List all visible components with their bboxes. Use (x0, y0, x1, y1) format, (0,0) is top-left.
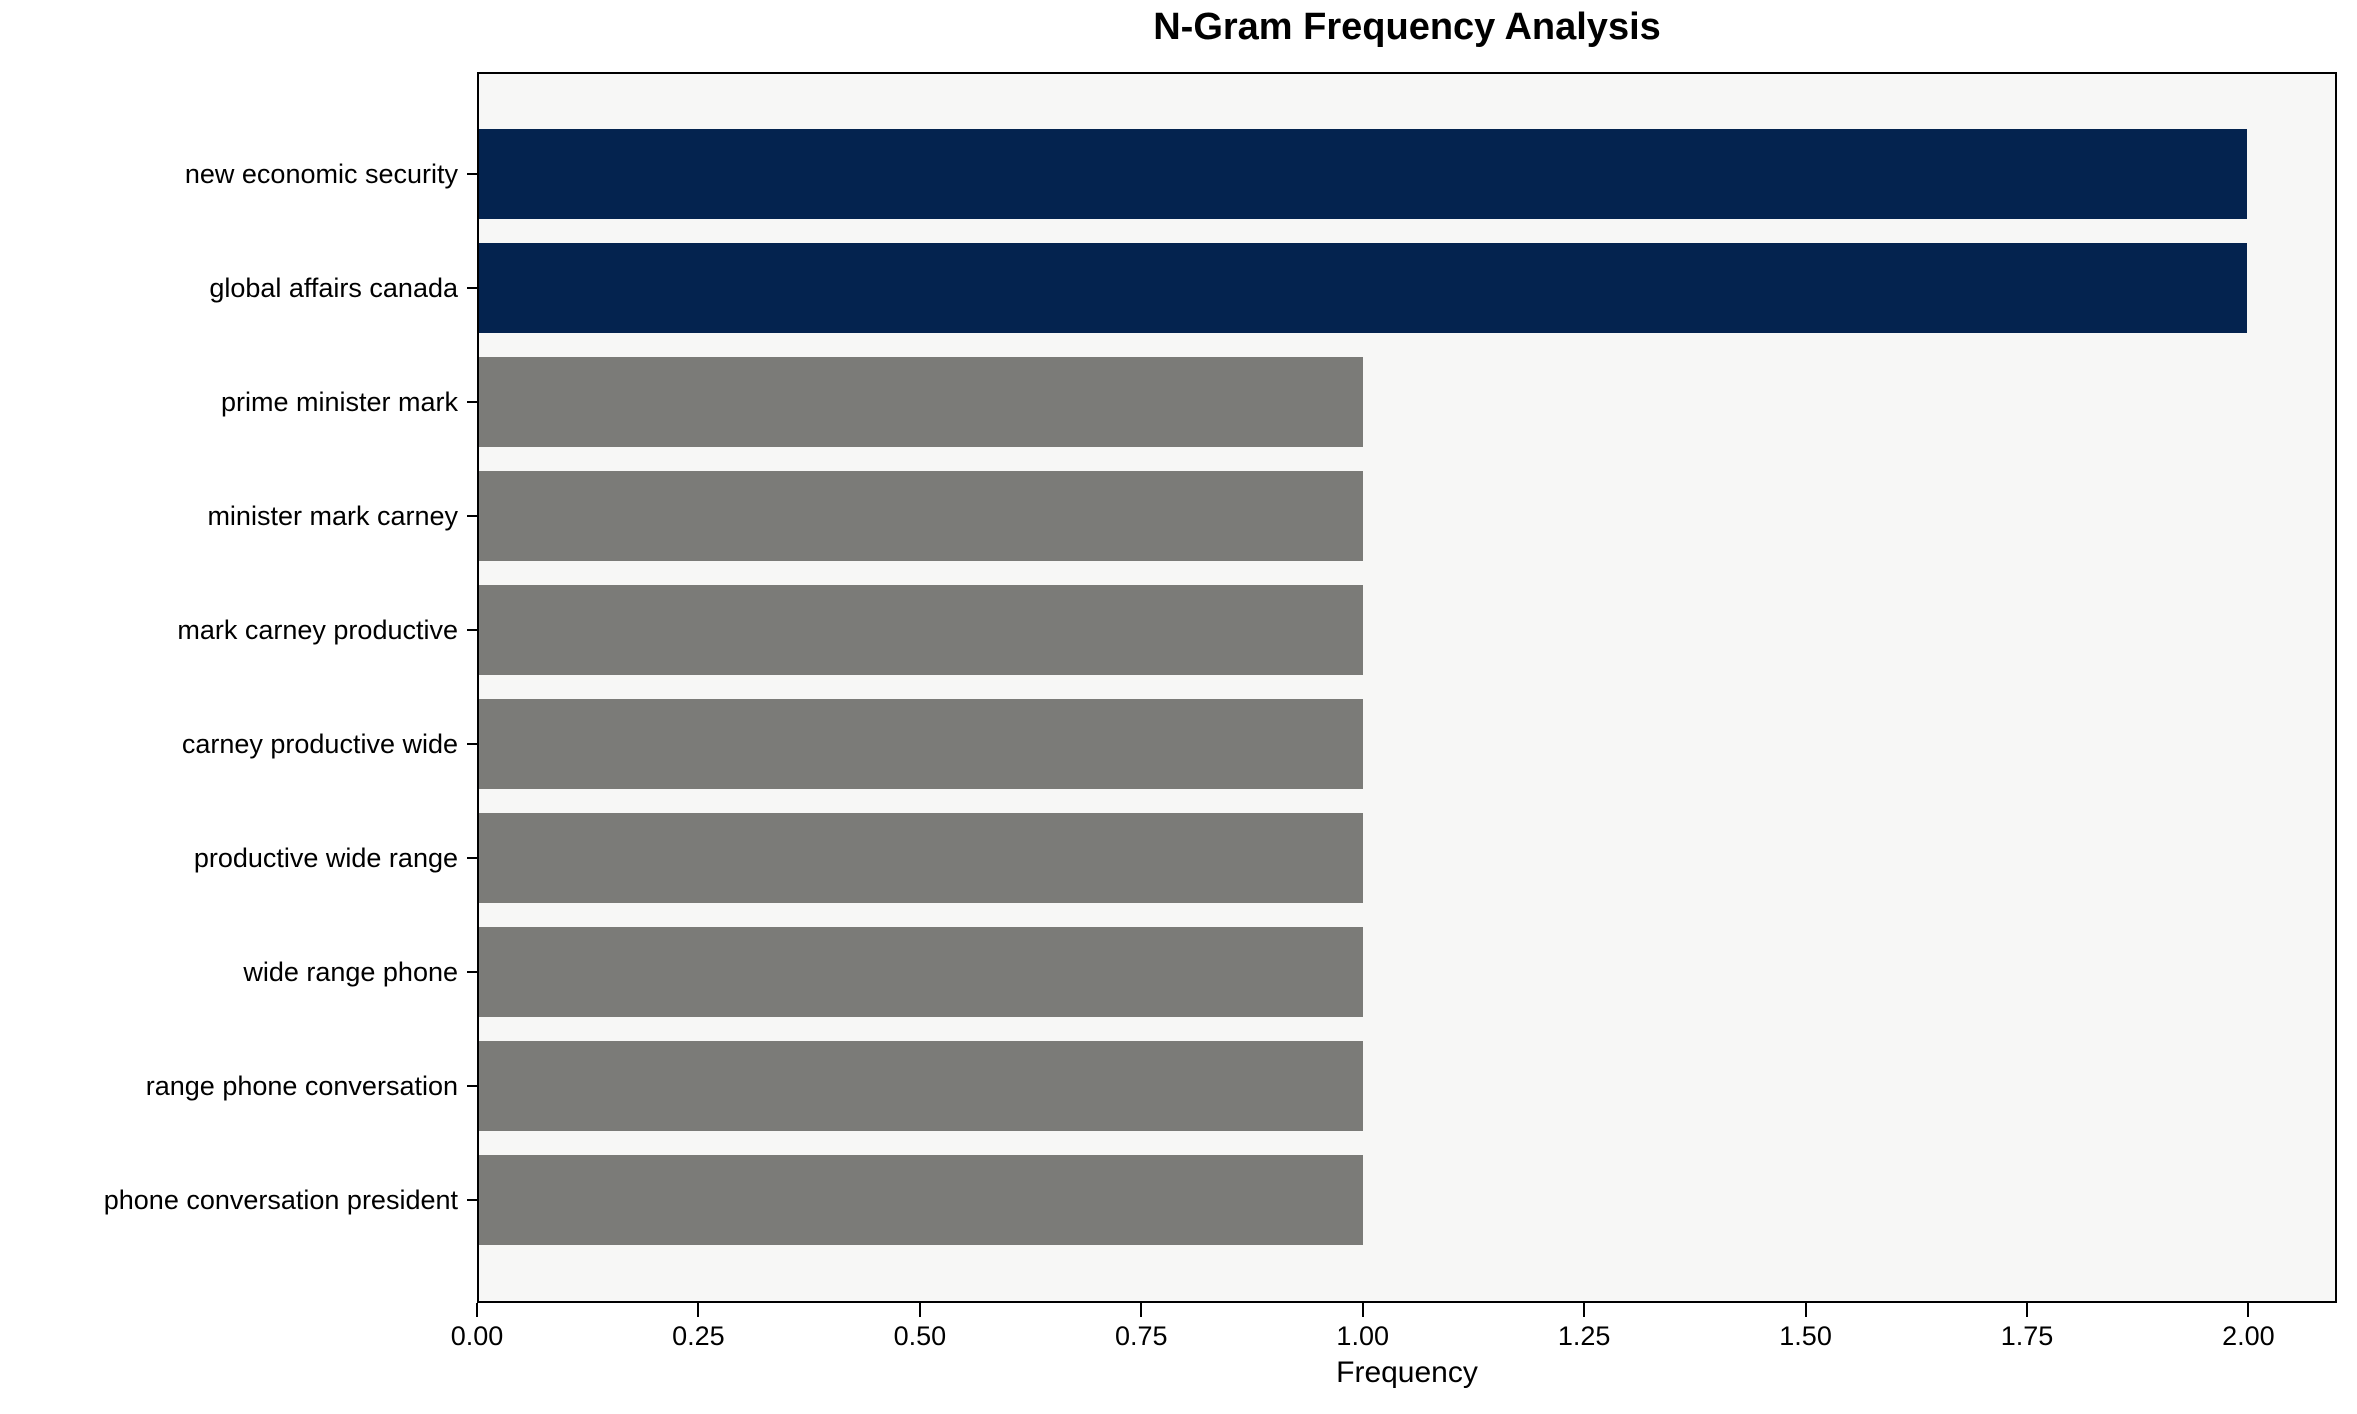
x-tick-label: 0.50 (893, 1321, 947, 1351)
y-tick-label: prime minister mark (220, 387, 458, 417)
bar-global-affairs-canada (479, 243, 2247, 333)
bar-mark-carney-productive (479, 585, 1363, 675)
x-tick-label: 0.75 (1115, 1321, 1168, 1351)
plot-area (477, 72, 2337, 1303)
y-tick-label: global affairs canada (209, 273, 458, 303)
bar-productive-wide-range (479, 813, 1363, 903)
x-tick-mark (918, 1303, 921, 1317)
x-tick-mark (1583, 1303, 1586, 1317)
bar-carney-productive-wide (479, 699, 1363, 789)
x-tick-mark (2247, 1303, 2250, 1317)
x-tick-mark (476, 1303, 478, 1317)
bar-phone-conversation-president (479, 1155, 1363, 1245)
bar-new-economic-security (479, 129, 2247, 219)
y-tick-label: mark carney productive (177, 615, 458, 645)
y-tick-mark (467, 971, 477, 973)
chart-title: N-Gram Frequency Analysis (1153, 6, 1661, 48)
bar-prime-minister-mark (479, 357, 1363, 447)
y-tick-label: wide range phone (243, 957, 458, 987)
y-tick-label: minister mark carney (207, 501, 458, 531)
y-tick-mark (467, 173, 477, 175)
y-tick-mark (467, 287, 477, 289)
y-tick-mark (467, 1085, 477, 1087)
x-tick-label: 1.50 (1779, 1321, 1832, 1351)
x-tick-label: 1.00 (1336, 1321, 1389, 1351)
x-tick-label: 0.00 (450, 1321, 504, 1351)
x-tick-label: 2.00 (2222, 1321, 2275, 1351)
y-tick-mark (467, 743, 477, 745)
y-tick-mark (467, 1199, 477, 1201)
y-tick-label: phone conversation president (103, 1185, 458, 1215)
x-tick-label: 1.25 (1557, 1321, 1611, 1351)
x-tick-mark (697, 1303, 700, 1317)
x-tick-mark (1361, 1303, 1364, 1317)
y-tick-mark (467, 401, 477, 403)
y-tick-mark (467, 629, 477, 631)
x-tick-mark (2026, 1303, 2028, 1317)
y-tick-label: carney productive wide (181, 729, 458, 759)
y-tick-label: new economic security (184, 159, 458, 189)
x-tick-mark (1804, 1303, 1807, 1317)
y-tick-label: range phone conversation (145, 1071, 458, 1101)
y-tick-label: productive wide range (193, 843, 458, 873)
y-tick-mark (467, 515, 477, 517)
x-tick-label: 0.25 (672, 1321, 725, 1351)
x-axis-label: Frequency (1336, 1356, 1478, 1389)
x-tick-mark (1140, 1303, 1143, 1317)
x-tick-label: 1.75 (2000, 1321, 2054, 1351)
y-tick-mark (467, 857, 477, 859)
bar-range-phone-conversation (479, 1041, 1363, 1131)
bar-minister-mark-carney (479, 471, 1363, 561)
bar-wide-range-phone (479, 927, 1363, 1017)
